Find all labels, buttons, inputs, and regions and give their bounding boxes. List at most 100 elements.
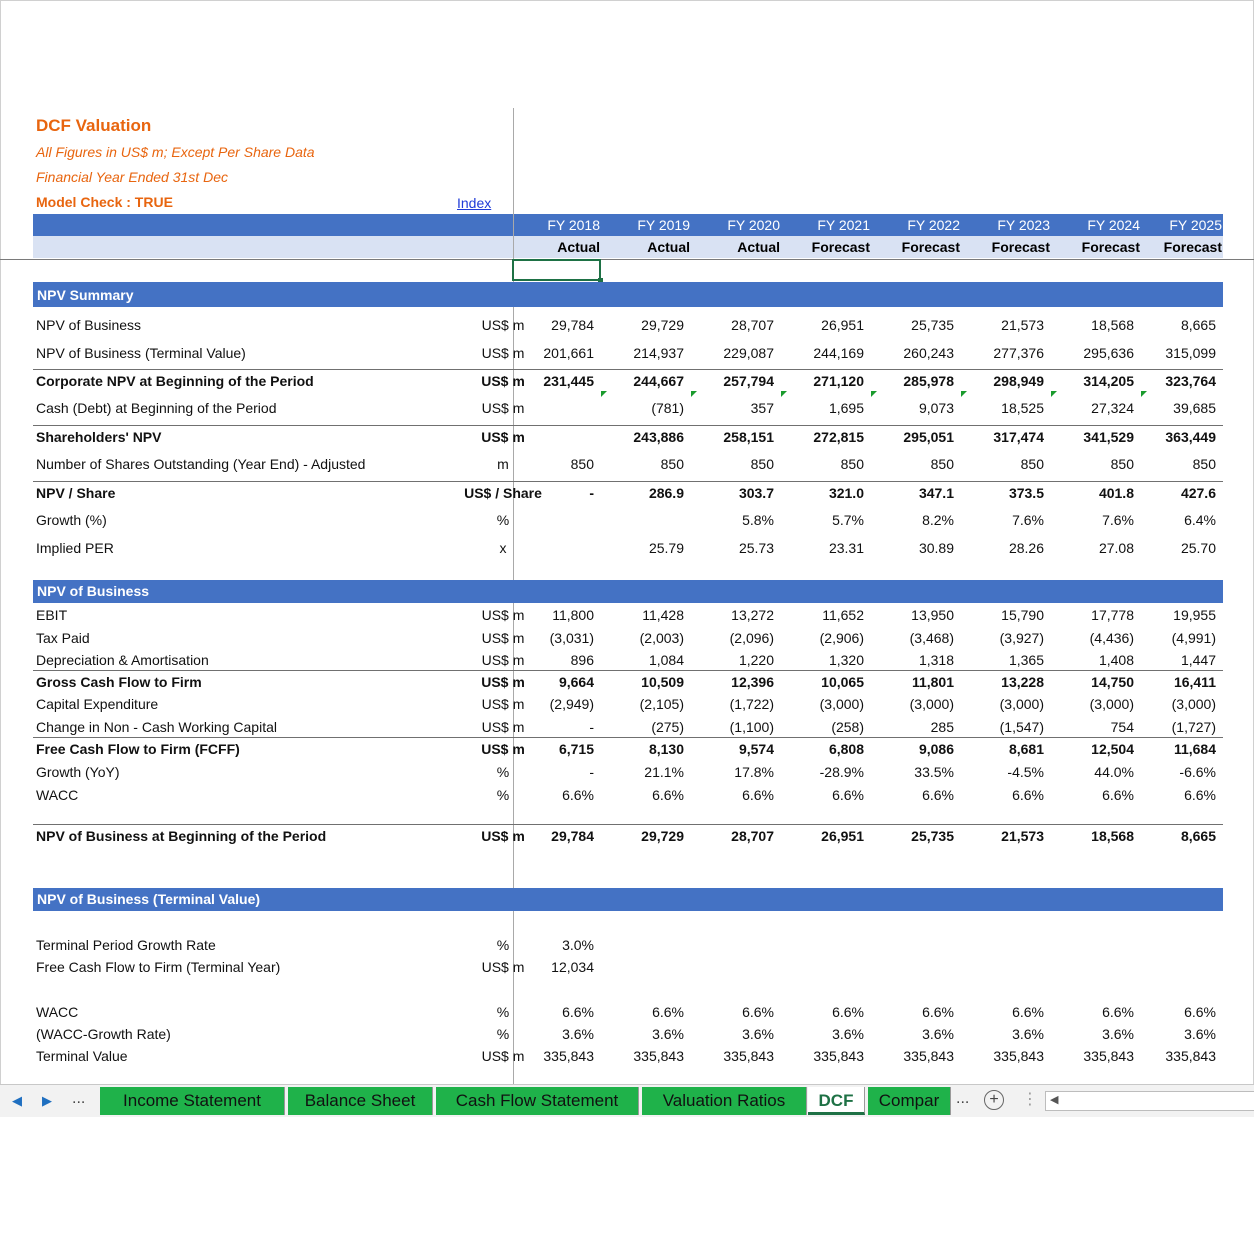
cell-value[interactable]: 21,573 — [1001, 828, 1044, 844]
cell-value[interactable]: 335,843 — [903, 1048, 954, 1064]
cell-value[interactable]: (781) — [651, 400, 684, 416]
row-label[interactable]: NPV / Share — [36, 485, 116, 501]
cell-value[interactable]: 25,735 — [911, 317, 954, 333]
cell-value[interactable]: (1,727) — [1171, 719, 1216, 735]
cell-value[interactable]: 27,324 — [1091, 400, 1134, 416]
cell-value[interactable]: 271,120 — [813, 373, 864, 389]
cell-value[interactable]: 25.73 — [738, 540, 774, 556]
cell-value[interactable]: 323,764 — [1165, 373, 1216, 389]
cell-value[interactable]: 850 — [1020, 456, 1044, 472]
cell-value[interactable]: 6.6% — [1102, 787, 1134, 803]
row-unit[interactable]: US$ m — [481, 317, 525, 333]
row-label[interactable]: Shareholders' NPV — [36, 429, 162, 445]
row-label[interactable]: Corporate NPV at Beginning of the Period — [36, 373, 314, 389]
cell-value[interactable]: 754 — [1110, 719, 1134, 735]
row-unit[interactable]: x — [499, 540, 507, 556]
cell-error-flag-icon[interactable] — [871, 391, 877, 397]
cell-value[interactable]: (1,722) — [729, 696, 774, 712]
row-label[interactable]: Implied PER — [36, 540, 114, 556]
cell-value[interactable]: 229,087 — [723, 345, 774, 361]
cell-error-flag-icon[interactable] — [961, 391, 967, 397]
row-unit[interactable]: US$ m — [481, 400, 525, 416]
cell-value[interactable]: 295,636 — [1083, 345, 1134, 361]
cell-value[interactable]: 244,169 — [813, 345, 864, 361]
cell-value[interactable]: 347.1 — [918, 485, 954, 501]
cell-value[interactable]: 21,573 — [1001, 317, 1044, 333]
cell-value[interactable]: 8.2% — [922, 512, 954, 528]
cell-value[interactable]: 335,843 — [1165, 1048, 1216, 1064]
cell-value[interactable]: 401.8 — [1098, 485, 1134, 501]
cell-value[interactable]: 335,843 — [1083, 1048, 1134, 1064]
cell-value[interactable]: - — [589, 764, 594, 780]
cell-value[interactable]: (3,000) — [819, 696, 864, 712]
cell-value[interactable]: 10,065 — [821, 674, 864, 690]
cell-value[interactable]: 18,525 — [1001, 400, 1044, 416]
cell-value[interactable]: 9,574 — [738, 741, 774, 757]
cell-value[interactable]: 6.6% — [922, 787, 954, 803]
row-unit[interactable]: US$ m — [481, 959, 525, 975]
cell-value[interactable]: (275) — [651, 719, 684, 735]
cell-value[interactable]: 11,684 — [1173, 741, 1216, 757]
cell-value[interactable]: (2,096) — [729, 630, 774, 646]
index-link[interactable]: Index — [457, 195, 492, 211]
cell-value[interactable]: 258,151 — [723, 429, 774, 445]
cell-value[interactable]: 14,750 — [1091, 674, 1134, 690]
cell-value[interactable]: 850 — [660, 456, 684, 472]
row-unit[interactable]: US$ m — [481, 1048, 525, 1064]
sheet-tab[interactable]: DCF — [808, 1087, 865, 1115]
cell-value[interactable]: 6.6% — [1012, 1004, 1044, 1020]
cell-value[interactable]: 1,365 — [1008, 652, 1044, 668]
cell-value[interactable]: 6.6% — [832, 787, 864, 803]
cell-value[interactable]: 298,949 — [993, 373, 1044, 389]
cell-value[interactable]: 17,778 — [1091, 607, 1134, 623]
cell-value[interactable]: 8,681 — [1008, 741, 1044, 757]
cell-value[interactable]: 7.6% — [1012, 512, 1044, 528]
row-label[interactable]: Cash (Debt) at Beginning of the Period — [36, 400, 277, 416]
row-label[interactable]: NPV of Business — [36, 317, 142, 333]
cell-value[interactable]: 13,228 — [1001, 674, 1044, 690]
row-unit[interactable]: US$ m — [481, 429, 525, 445]
row-label[interactable]: WACC — [36, 787, 79, 803]
cell-value[interactable]: (3,031) — [549, 630, 594, 646]
cell-value[interactable]: 25.79 — [648, 540, 684, 556]
cell-value[interactable]: 29,784 — [551, 317, 594, 333]
tab-scroll-left-icon[interactable]: ◀ — [12, 1093, 22, 1108]
cell-value[interactable]: 15,790 — [1001, 607, 1044, 623]
cell-value[interactable]: 6.6% — [1184, 787, 1216, 803]
cell-error-flag-icon[interactable] — [1051, 391, 1057, 397]
row-label[interactable]: Capital Expenditure — [36, 696, 159, 712]
tab-splitter-icon[interactable]: ⋮ — [1022, 1091, 1038, 1108]
sheet-tab[interactable]: Valuation Ratios — [642, 1087, 807, 1115]
cell-value[interactable]: 1,084 — [648, 652, 684, 668]
horizontal-scrollbar[interactable]: ◀ — [1045, 1091, 1254, 1111]
cell-value[interactable]: 3.6% — [922, 1026, 954, 1042]
cell-value[interactable]: 3.6% — [1184, 1026, 1216, 1042]
row-unit[interactable]: % — [496, 1004, 510, 1020]
cell-value[interactable]: (3,000) — [999, 696, 1044, 712]
cell-value[interactable]: 6.6% — [562, 787, 594, 803]
cell-value[interactable]: 335,843 — [723, 1048, 774, 1064]
cell-value[interactable]: (258) — [831, 719, 864, 735]
cell-value[interactable]: 3.6% — [832, 1026, 864, 1042]
cell-value[interactable]: - — [589, 485, 594, 501]
row-unit[interactable]: US$ m — [481, 652, 525, 668]
cell-value[interactable]: (4,991) — [1171, 630, 1216, 646]
cell-value[interactable]: 12,504 — [1091, 741, 1134, 757]
cell-value[interactable]: 9,073 — [918, 400, 954, 416]
cell-value[interactable]: 9,086 — [918, 741, 954, 757]
cell-value[interactable]: 28.26 — [1008, 540, 1044, 556]
cell-value[interactable]: (3,927) — [999, 630, 1044, 646]
cell-value[interactable]: 214,937 — [633, 345, 684, 361]
cell-value[interactable]: 896 — [570, 652, 594, 668]
scroll-left-arrow-icon[interactable]: ◀ — [1050, 1094, 1059, 1106]
cell-value[interactable]: 3.6% — [652, 1026, 684, 1042]
cell-value[interactable]: 17.8% — [734, 764, 774, 780]
row-label[interactable]: NPV of Business at Beginning of the Peri… — [36, 828, 327, 844]
cell-value[interactable]: (2,003) — [639, 630, 684, 646]
cell-value[interactable]: -4.5% — [1007, 764, 1044, 780]
cell-value[interactable]: 303.7 — [738, 485, 774, 501]
row-label[interactable]: Growth (YoY) — [36, 764, 120, 780]
cell-value[interactable]: 295,051 — [903, 429, 954, 445]
cell-value[interactable]: 3.6% — [1012, 1026, 1044, 1042]
cell-value[interactable]: 29,784 — [551, 828, 594, 844]
